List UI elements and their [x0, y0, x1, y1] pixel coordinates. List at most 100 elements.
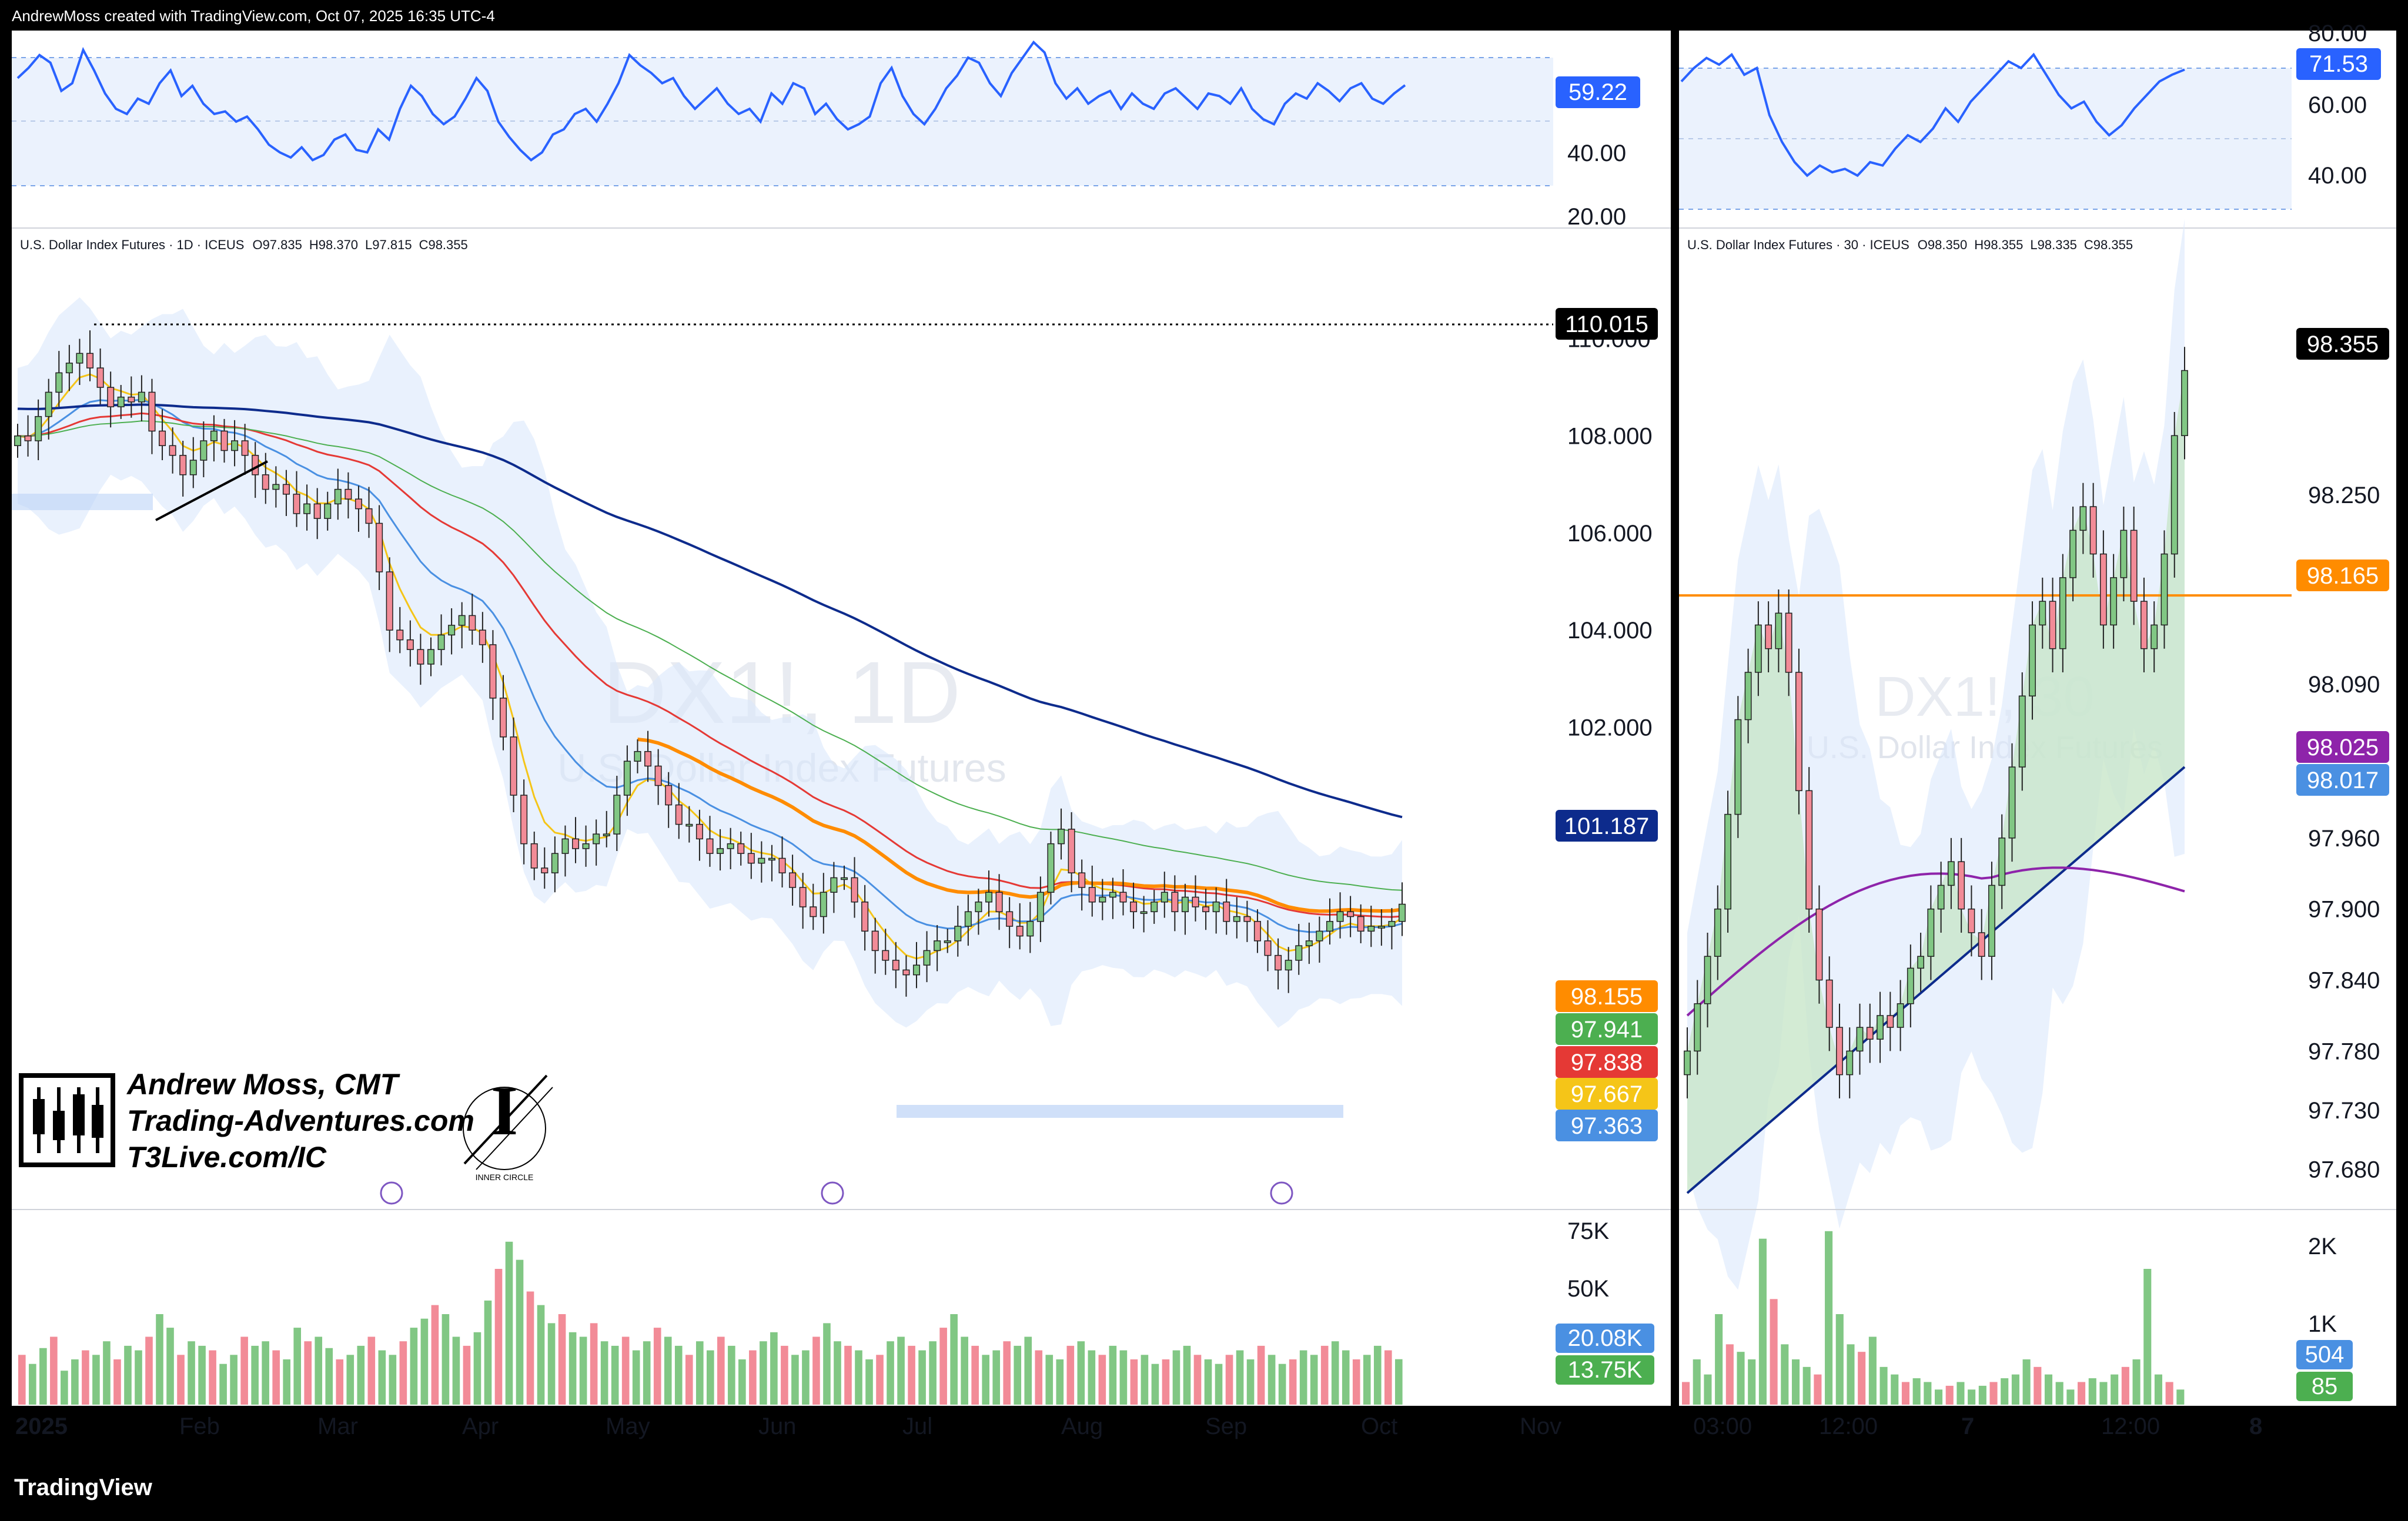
- daily-volume-bar: [219, 1363, 227, 1405]
- daily-candle: [1326, 921, 1334, 932]
- daily-volume-bar: [844, 1345, 852, 1405]
- intraday-volume-bar: [2099, 1382, 2108, 1405]
- intraday-y-tick: 97.960: [2308, 826, 2380, 852]
- daily-volume-tick: 75K: [1567, 1218, 1609, 1244]
- daily-x-tick: May: [606, 1413, 650, 1439]
- daily-candle: [727, 843, 734, 849]
- daily-candle: [376, 522, 383, 572]
- intraday-candle: [1795, 672, 1802, 792]
- daily-candle: [334, 488, 342, 505]
- daily-candle: [799, 887, 807, 907]
- intraday-x-tick: 8: [2249, 1413, 2262, 1439]
- intraday-x-axis: 03:00 12:00 7 12:00 8: [1693, 1413, 2262, 1439]
- intraday-volume-bar: [2078, 1382, 2086, 1405]
- daily-candle: [14, 435, 22, 447]
- intraday-volume-badge: [2296, 1372, 2353, 1401]
- daily-rsi-last: 59.22: [1568, 79, 1627, 105]
- daily-band-area: [18, 297, 1402, 1028]
- daily-candle: [768, 857, 775, 861]
- daily-x-tick: Feb: [179, 1413, 220, 1439]
- tradingview-logo[interactable]: TradingView: [14, 1475, 153, 1500]
- intraday-candle: [1846, 1050, 1854, 1076]
- daily-candle: [1171, 892, 1179, 913]
- daily-price-label: 97.667: [1571, 1081, 1643, 1107]
- daily-volume-bar: [92, 1355, 100, 1405]
- daily-candle: [717, 848, 724, 854]
- daily-candle: [324, 503, 332, 519]
- daily-volume-bar: [1141, 1355, 1149, 1405]
- intraday-price-label: 98.355: [2307, 331, 2379, 357]
- daily-volume-bar: [611, 1345, 619, 1405]
- intraday-candle: [1877, 1015, 1884, 1040]
- event-marker-icon[interactable]: [380, 1181, 403, 1205]
- intraday-candle: [2120, 530, 2128, 578]
- intraday-rsi-tick: 80.00: [2308, 21, 2367, 46]
- intraday-cloud-area: [1687, 370, 2185, 1193]
- daily-volume-bar: [1320, 1345, 1329, 1405]
- daily-candle: [1026, 921, 1034, 937]
- daily-volume-bar: [1384, 1350, 1392, 1405]
- daily-volume-bar: [166, 1328, 174, 1405]
- intraday-volume-label: 504: [2305, 1342, 2345, 1368]
- intraday-candle: [2181, 370, 2188, 436]
- intraday-price-badge: [2296, 764, 2389, 796]
- daily-candle: [964, 911, 972, 927]
- intraday-volume-bar: [1879, 1366, 1888, 1405]
- daily-volume-bar: [653, 1328, 661, 1405]
- intraday-volume-bar: [1758, 1238, 1767, 1405]
- daily-volume-bar: [1352, 1359, 1360, 1405]
- daily-candle: [1357, 916, 1364, 932]
- daily-volume-bar: [71, 1359, 79, 1405]
- daily-candle: [1099, 896, 1106, 903]
- daily-volume-bar: [463, 1345, 471, 1405]
- intraday-volume-bar: [1935, 1389, 1943, 1405]
- daily-candle: [1243, 916, 1251, 922]
- intraday-candle: [2029, 624, 2036, 696]
- daily-candle: [117, 396, 125, 407]
- daily-volume-bar: [855, 1350, 862, 1405]
- intraday-vwap-line: [1686, 866, 2185, 1017]
- daily-volume-bar: [823, 1323, 831, 1405]
- intraday-candle: [1978, 932, 1985, 957]
- daily-candle: [778, 857, 786, 873]
- intraday-volume-bar: [2165, 1382, 2173, 1405]
- intraday-volume-bar: [1858, 1352, 1866, 1405]
- intraday-volume-tick: 2K: [2308, 1234, 2337, 1259]
- daily-candle: [954, 926, 962, 942]
- intraday-candle: [2018, 695, 2026, 768]
- intraday-volume-bar: [2143, 1269, 2152, 1405]
- daily-candle: [1202, 906, 1210, 913]
- inner-circle-seal: I INNER CIRCLE: [463, 1071, 553, 1182]
- daily-volume-bar: [516, 1259, 524, 1405]
- event-marker-icon[interactable]: [1270, 1181, 1293, 1205]
- daily-candle: [1336, 911, 1344, 922]
- daily-volume-bar: [39, 1348, 47, 1405]
- daily-volume-bar: [887, 1341, 894, 1405]
- daily-volume-bar: [918, 1350, 926, 1405]
- daily-candle: [810, 906, 817, 917]
- intraday-candle: [2069, 530, 2077, 578]
- daily-candle: [262, 474, 269, 490]
- daily-candle: [593, 833, 600, 845]
- daily-candle: [1047, 843, 1055, 893]
- daily-candle: [912, 964, 921, 976]
- daily-candle: [1130, 902, 1138, 913]
- daily-volume-bar: [908, 1345, 915, 1405]
- daily-candle: [272, 484, 280, 490]
- daily-candle: [851, 877, 858, 903]
- daily-volume-bar: [537, 1305, 545, 1405]
- intraday-volume-bar: [1737, 1352, 1745, 1405]
- daily-candle: [1140, 911, 1148, 914]
- daily-volume-bar: [272, 1350, 280, 1405]
- daily-candle: [882, 950, 889, 961]
- event-marker-icon[interactable]: [821, 1181, 844, 1205]
- daily-candle: [1151, 902, 1158, 913]
- daily-trendline: [155, 460, 268, 521]
- daily-volume-bar: [897, 1336, 905, 1405]
- daily-volume-bar: [156, 1314, 163, 1405]
- daily-volume-bar: [1289, 1359, 1297, 1405]
- daily-y-tick: 104.000: [1567, 618, 1653, 644]
- daily-volume-bar: [558, 1314, 566, 1405]
- daily-volume-bar: [1098, 1355, 1106, 1405]
- intraday-y-tick: 97.680: [2308, 1157, 2380, 1183]
